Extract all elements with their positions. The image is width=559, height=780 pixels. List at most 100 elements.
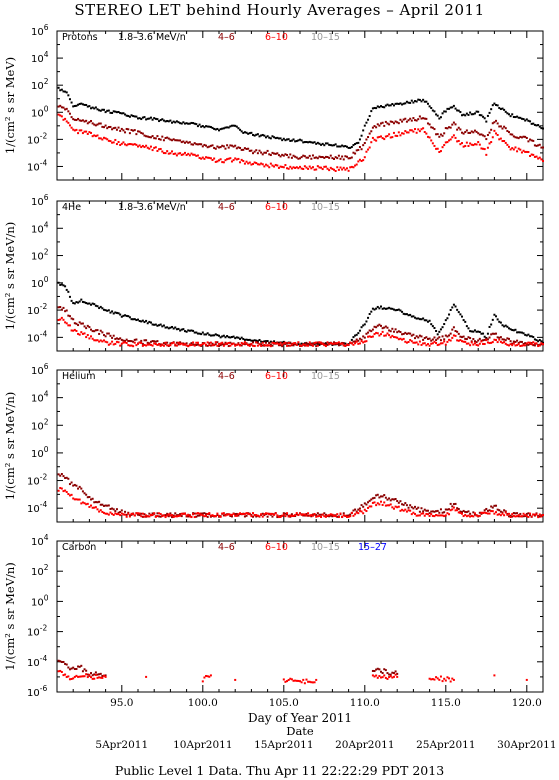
data-point: [480, 332, 483, 335]
data-point: [162, 514, 165, 517]
data-point: [297, 139, 300, 142]
data-point: [70, 667, 73, 670]
data-point: [491, 510, 494, 513]
data-point: [473, 342, 476, 345]
data-point: [469, 515, 472, 518]
legend-entry: 10–15: [311, 202, 340, 213]
data-point: [478, 514, 481, 517]
data-point: [441, 514, 444, 517]
data-point: [112, 127, 115, 130]
data-point: [299, 165, 301, 168]
data-point: [172, 153, 175, 156]
data-point: [73, 483, 76, 486]
data-point: [464, 340, 467, 343]
data-point: [537, 124, 540, 127]
data-point: [483, 117, 486, 120]
data-point: [167, 513, 170, 516]
data-point: [465, 325, 468, 328]
data-point: [122, 129, 125, 132]
data-point: [415, 335, 418, 338]
data-point: [469, 344, 472, 347]
data-point: [78, 300, 81, 303]
data-point: [72, 497, 75, 500]
data-point: [308, 165, 311, 168]
data-point: [229, 514, 232, 517]
data-point: [295, 166, 298, 169]
data-point: [313, 681, 316, 684]
data-point: [396, 672, 399, 675]
data-point: [70, 299, 73, 302]
data-point: [337, 341, 340, 344]
data-point: [101, 674, 104, 677]
data-point: [498, 509, 501, 512]
data-point: [467, 113, 470, 116]
data-point: [174, 139, 177, 142]
data-point: [263, 134, 266, 137]
data-point: [375, 674, 378, 677]
data-point: [162, 119, 165, 122]
data-point: [159, 343, 162, 346]
data-point: [422, 338, 425, 341]
data-point: [391, 506, 394, 509]
data-point: [431, 514, 434, 517]
data-point: [401, 310, 404, 313]
data-point: [499, 125, 502, 128]
data-point: [208, 675, 211, 678]
data-point: [276, 342, 279, 345]
data-point: [407, 509, 410, 512]
footer-status-text: Public Level 1 Data. Thu Apr 11 22:22:29…: [114, 763, 445, 778]
data-point: [435, 342, 438, 345]
data-point: [363, 502, 366, 505]
data-point: [107, 513, 110, 516]
data-point: [336, 145, 339, 148]
data-point: [266, 164, 269, 167]
data-point: [269, 343, 272, 346]
data-point: [158, 324, 161, 327]
data-point: [75, 128, 78, 131]
data-point: [268, 344, 271, 347]
data-point: [391, 120, 394, 123]
data-point: [388, 504, 391, 507]
data-point: [88, 105, 91, 108]
data-point: [540, 514, 543, 517]
data-point: [493, 313, 496, 316]
data-point: [256, 340, 259, 343]
data-point: [328, 169, 331, 172]
data-point: [111, 141, 114, 144]
data-point: [213, 343, 216, 346]
data-point: [72, 484, 75, 487]
data-point: [57, 473, 60, 476]
data-point: [397, 308, 400, 311]
data-point: [75, 498, 78, 501]
data-point: [161, 135, 164, 138]
data-point: [352, 514, 355, 517]
data-point: [284, 515, 287, 518]
data-point: [146, 135, 149, 138]
data-point: [86, 334, 89, 337]
data-point: [378, 496, 381, 499]
data-point: [149, 340, 152, 343]
data-point: [243, 515, 246, 518]
data-point: [491, 136, 494, 139]
data-point: [114, 311, 117, 314]
data-point: [320, 143, 323, 146]
data-point: [433, 128, 436, 131]
data-point: [273, 136, 276, 139]
data-point: [187, 152, 190, 155]
data-point: [422, 317, 425, 320]
data-point: [520, 344, 523, 347]
data-point: [239, 344, 242, 347]
data-point: [174, 152, 177, 155]
data-point: [213, 514, 216, 517]
data-point: [140, 131, 143, 134]
data-point: [65, 107, 68, 110]
data-point: [478, 331, 481, 334]
data-point: [354, 143, 357, 146]
panel-species-label: 4He: [62, 202, 81, 213]
data-point: [133, 318, 136, 321]
data-point: [315, 168, 318, 171]
data-point: [132, 143, 135, 146]
panel-carbon: [56, 540, 544, 693]
data-point: [218, 129, 220, 132]
data-point: [362, 324, 365, 327]
